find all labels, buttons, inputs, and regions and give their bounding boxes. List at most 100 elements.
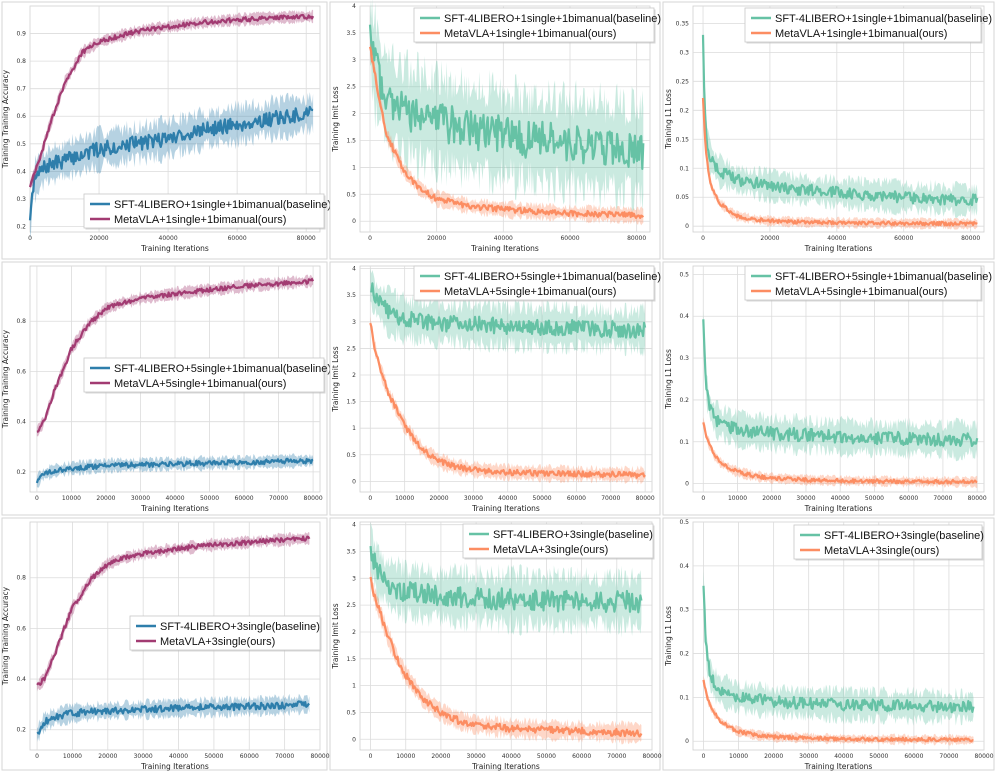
y-tick-label: 0 (685, 223, 689, 230)
x-tick-label: 70000 (933, 495, 952, 502)
x-tick-label: 30000 (134, 753, 153, 760)
legend (83, 193, 325, 229)
y-axis-label: Training L1 Loss (664, 606, 673, 667)
x-tick-label: 70000 (607, 753, 626, 760)
x-tick-label: 40000 (159, 235, 178, 242)
y-tick-label: 0.6 (16, 113, 26, 120)
series-line (701, 34, 979, 207)
x-tick-label: 40000 (502, 753, 521, 760)
series-variance-band (37, 532, 310, 692)
y-tick-label: 0.2 (679, 651, 689, 658)
x-axis-label: Training Iterations (140, 504, 209, 513)
y-tick-label: 0 (685, 738, 689, 745)
legend-entry: SFT-4LIBERO+5single+1bimanual(baseline) (114, 363, 331, 375)
x-axis-label: Training Iterations (140, 244, 209, 253)
x-tick-label: 40000 (165, 495, 184, 502)
y-axis-label: Training Training Accuracy (1, 329, 10, 429)
x-tick-label: 20000 (760, 235, 779, 242)
plot-area (692, 265, 985, 493)
y-tick-label: 2.5 (346, 84, 356, 91)
legend-entry: SFT-4LIBERO+5single+1bimanual(baseline) (444, 271, 661, 283)
y-tick-label: 0.1 (679, 165, 689, 172)
x-axis-label: Training Iterations (471, 762, 540, 771)
series-line (36, 535, 311, 686)
x-tick-label: 20000 (90, 235, 109, 242)
x-tick-label: 70000 (601, 495, 620, 502)
y-tick-label: 0.4 (16, 419, 26, 426)
y-tick-label: 3 (352, 57, 356, 64)
y-tick-label: 0.4 (16, 168, 26, 175)
x-tick-label: 40000 (498, 495, 517, 502)
legend (413, 265, 655, 301)
chart-panel: 0 10000 20000 30000 40000 50000 60000 70000 8000… (329, 261, 661, 516)
x-tick-label: 10000 (62, 495, 81, 502)
series-line (28, 13, 315, 188)
series-line (369, 576, 643, 738)
x-tick-label: 0 (368, 235, 372, 242)
y-tick-label: 0.2 (679, 397, 689, 404)
x-axis-label: Training Iterations (804, 762, 873, 771)
y-tick-label: 1 (352, 425, 356, 432)
y-tick-label: 0.35 (676, 20, 690, 27)
y-tick-label: 3.5 (346, 292, 356, 299)
y-tick-label: 1 (352, 164, 356, 171)
x-axis-label: Training Iterations (140, 762, 209, 771)
x-tick-label: 0 (702, 753, 706, 760)
y-tick-label: 0.25 (676, 78, 690, 85)
y-tick-label: 4 (352, 3, 356, 10)
y-tick-label: 0.7 (16, 86, 26, 93)
series-line (368, 46, 645, 219)
x-tick-label: 20000 (96, 495, 115, 502)
chart-panel: 0 20000 40000 60000 80000 0.2 0.3 0.4 0.5 0.6 0.7 0… (1, 1, 331, 260)
y-axis-label: Training lmit Loss (331, 346, 340, 412)
y-tick-label: 0.6 (16, 625, 26, 632)
x-tick-label: 80000 (627, 235, 646, 242)
legend (744, 7, 982, 43)
x-tick-label: 10000 (728, 495, 747, 502)
legend (793, 524, 983, 560)
y-tick-label: 0.3 (679, 355, 689, 362)
x-tick-label: 20000 (764, 753, 783, 760)
legend-entry: SFT-4LIBERO+3single(baseline) (160, 621, 320, 633)
x-tick-label: 0 (35, 753, 39, 760)
y-tick-label: 0 (352, 736, 356, 743)
x-tick-label: 10000 (729, 753, 748, 760)
y-axis-label: Training Training Accuracy (1, 586, 10, 686)
x-tick-label: 60000 (228, 235, 247, 242)
x-tick-label: 0 (368, 495, 372, 502)
x-tick-label: 30000 (131, 495, 150, 502)
y-tick-label: 1 (352, 683, 356, 690)
y-tick-label: 0.5 (679, 271, 689, 278)
y-tick-label: 4 (352, 522, 356, 529)
chart-panel: 0 10000 20000 30000 40000 50000 60000 70000 8000… (662, 517, 995, 771)
y-tick-label: 0.4 (16, 676, 26, 683)
legend-entry: MetaVLA+5single+1bimanual(ours) (775, 286, 947, 298)
chart-panel: 0 10000 20000 30000 40000 50000 60000 70000 8000… (1, 517, 330, 771)
x-tick-label: 10000 (395, 495, 414, 502)
y-tick-label: 0.4 (679, 313, 689, 320)
legend-entry: SFT-4LIBERO+3single(baseline) (824, 530, 984, 542)
series-variance-band (370, 268, 646, 357)
series-line (369, 546, 643, 614)
y-tick-label: 0.6 (16, 368, 26, 375)
legend-entry: MetaVLA+1single+1bimanual(ours) (775, 28, 947, 40)
y-axis-label: Training L1 Loss (664, 349, 673, 410)
plot-area (359, 265, 653, 493)
x-tick-label: 80000 (974, 753, 993, 760)
y-tick-label: 0.8 (16, 318, 26, 325)
x-tick-label: 40000 (834, 753, 853, 760)
x-tick-label: 50000 (204, 753, 223, 760)
chart-panel: 0 10000 20000 30000 40000 50000 60000 70000 8000… (1, 261, 331, 516)
y-tick-label: 0.5 (346, 709, 356, 716)
legend-entry: MetaVLA+1single+1bimanual(ours) (444, 28, 616, 40)
y-tick-label: 4 (352, 266, 356, 273)
x-tick-label: 60000 (240, 753, 259, 760)
x-tick-label: 80000 (297, 235, 316, 242)
x-tick-label: 30000 (799, 753, 818, 760)
x-tick-label: 20000 (427, 235, 446, 242)
x-tick-label: 80000 (968, 495, 987, 502)
x-tick-label: 80000 (961, 235, 980, 242)
x-tick-label: 0 (369, 753, 373, 760)
legend-entry: SFT-4LIBERO+1single+1bimanual(baseline) (114, 199, 331, 211)
y-tick-label: 2 (352, 111, 356, 118)
